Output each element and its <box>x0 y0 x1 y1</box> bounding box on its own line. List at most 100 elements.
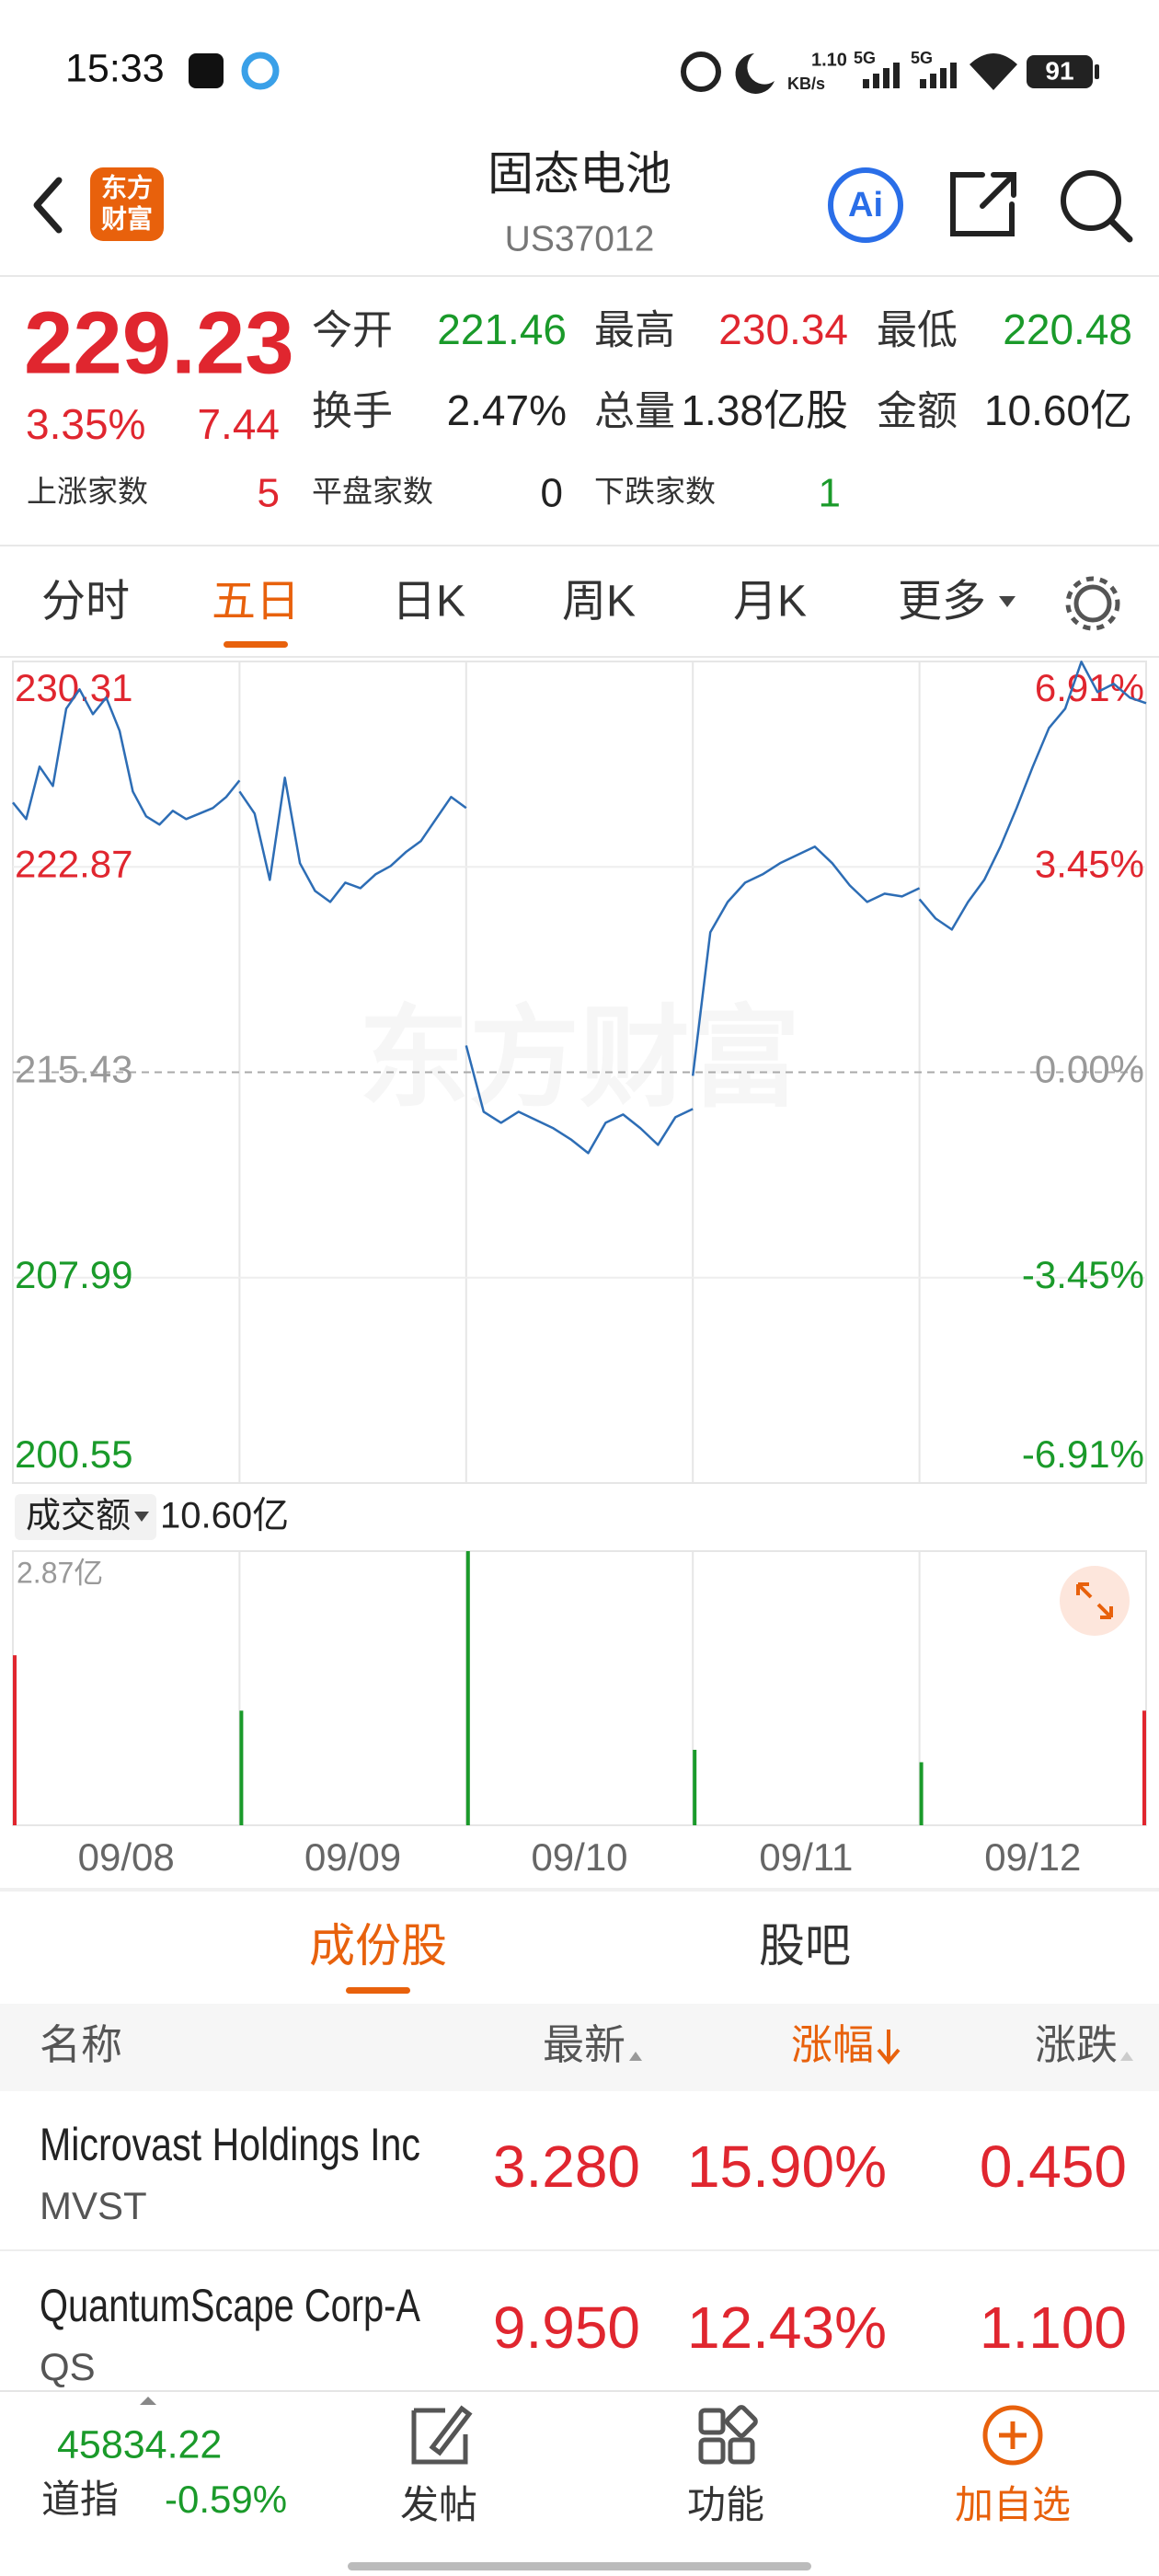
share-button[interactable] <box>950 172 1016 236</box>
settings-gear <box>1065 576 1120 631</box>
net-unit: KB/s <box>787 75 825 93</box>
column-header[interactable]: 涨幅 <box>791 2021 874 2068</box>
logo-text: 财富 <box>101 203 153 233</box>
volume-bar <box>239 1710 244 1825</box>
stat-value: 2.47% <box>447 386 567 434</box>
nav-label[interactable]: 发帖 <box>400 2483 477 2526</box>
breadth-value: 5 <box>258 471 280 516</box>
stat-label: 最高 <box>594 308 675 353</box>
stock-name[interactable]: QuantumScape Corp-A <box>40 2280 421 2331</box>
volume-bar <box>1142 1710 1146 1825</box>
nav-label[interactable]: 功能 <box>687 2483 764 2526</box>
volume-bar <box>919 1762 924 1825</box>
breadth-label: 下跌家数 <box>594 475 716 509</box>
stat-value: 221.46 <box>437 305 567 353</box>
divider <box>0 656 1159 658</box>
row-divider <box>0 2249 1159 2251</box>
moon-icon <box>735 53 775 94</box>
stock-change: 1.100 <box>980 2294 1127 2361</box>
stat-label: 今开 <box>312 308 393 353</box>
period-tab[interactable]: 月K <box>733 578 807 627</box>
date-label: 09/11 <box>759 1835 853 1879</box>
more-caret <box>999 596 1016 607</box>
stat-value: 1.38亿股 <box>681 386 848 434</box>
add-plus <box>999 2421 1027 2449</box>
last-price: 229.23 <box>24 293 294 392</box>
status-time: 15:33 <box>65 46 165 90</box>
stat-label: 最低 <box>877 308 958 353</box>
alarm-icon <box>681 52 721 92</box>
column-header[interactable]: 涨跌 <box>1035 2021 1118 2068</box>
list-tab[interactable]: 股吧 <box>759 1920 851 1972</box>
stock-symbol: QS <box>40 2345 96 2388</box>
period-tab[interactable]: 周K <box>562 578 636 627</box>
stat-value: 220.48 <box>1003 305 1132 353</box>
quote-stats: 今开 221.46 最高 230.34 最低 220.48 换手 2.47% 总量 1.38亿股金… <box>27 305 1132 515</box>
stat-label: 总量 <box>594 389 675 434</box>
price-line <box>918 661 1147 931</box>
period-tab[interactable]: 更多 <box>898 578 986 627</box>
volume-max-label: 2.87亿 <box>17 1556 103 1589</box>
volume-label[interactable]: 成交额 <box>26 1497 131 1535</box>
volume-bar <box>465 1551 470 1825</box>
breadth-value: 1 <box>819 471 841 516</box>
pct-tick-label: 0.00% <box>1035 1048 1144 1091</box>
y-tick-label: 222.87 <box>15 842 132 885</box>
pct-tick-label: 3.45% <box>1035 842 1144 885</box>
func-icon <box>728 2437 755 2465</box>
price-line <box>238 776 467 903</box>
volume-selector[interactable] <box>15 1494 156 1540</box>
stock-pct: 12.43% <box>687 2294 887 2361</box>
tab-underline <box>346 1987 410 1994</box>
stock-last: 3.280 <box>493 2133 640 2200</box>
add-icon[interactable] <box>982 2405 1043 2466</box>
sort-caret <box>629 2052 642 2061</box>
column-header[interactable]: 最新 <box>543 2021 625 2068</box>
search-button[interactable] <box>1061 170 1121 231</box>
battery-level: 91 <box>1045 56 1073 85</box>
expand-caret[interactable] <box>140 2397 156 2405</box>
change-pct: 3.35% <box>26 400 145 448</box>
logo-text: 东方 <box>101 172 153 201</box>
back-button[interactable] <box>33 177 63 234</box>
date-label: 09/08 <box>78 1835 175 1879</box>
expand-button[interactable] <box>1060 1566 1130 1636</box>
y-tick-label: 200.55 <box>15 1432 132 1476</box>
period-tab[interactable]: 五日 <box>212 578 300 627</box>
stat-label: 金额 <box>877 389 958 434</box>
volume-bar <box>13 1655 17 1825</box>
volume-total: 10.60亿 <box>160 1496 289 1536</box>
period-tab[interactable]: 日K <box>392 578 465 627</box>
y-tick-label: 207.99 <box>15 1253 132 1296</box>
breadth-label: 上涨家数 <box>27 475 148 509</box>
ai-label[interactable]: Ai <box>848 186 883 224</box>
period-tab[interactable]: 分时 <box>41 578 130 627</box>
net-type: 5G <box>911 49 933 67</box>
date-label: 09/09 <box>304 1835 401 1879</box>
app-logo <box>90 167 164 241</box>
expand-icon <box>1076 1582 1113 1619</box>
column-header: 名称 <box>40 2021 122 2068</box>
stat-value: 10.60亿 <box>984 386 1132 434</box>
tab-underline <box>224 641 288 648</box>
divider <box>0 275 1159 277</box>
page-title: 固态电池 <box>488 148 671 200</box>
signal-icon <box>863 63 900 88</box>
nav-label[interactable]: 加自选 <box>955 2483 1071 2526</box>
pencil <box>429 2405 473 2456</box>
post-icon[interactable] <box>411 2408 468 2465</box>
date-label: 09/12 <box>984 1835 1081 1879</box>
func-icon[interactable] <box>698 2408 726 2435</box>
date-axis: 09/08 09/09 09/10 09/11 09/12 <box>78 1835 1082 1879</box>
stock-name[interactable]: Microvast Holdings Inc <box>40 2119 420 2170</box>
y-tick-label: 215.43 <box>15 1048 132 1091</box>
list-tab[interactable]: 成份股 <box>309 1920 447 1972</box>
page-subtitle: US37012 <box>505 219 655 259</box>
ai-button[interactable] <box>828 167 903 243</box>
divider <box>0 545 1159 546</box>
settings-button[interactable] <box>1073 584 1112 623</box>
bottom-nav: 发帖 功能 加自选 <box>400 2483 1071 2526</box>
price-line <box>12 688 241 826</box>
